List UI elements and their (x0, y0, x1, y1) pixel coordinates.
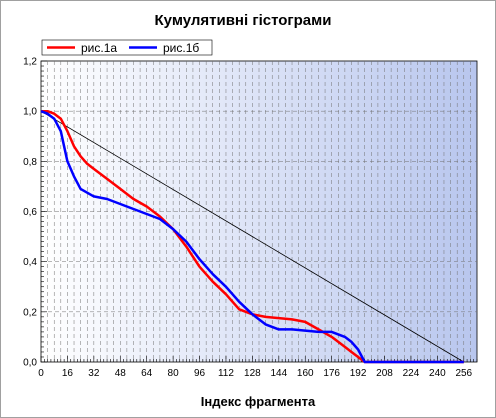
x-tick-label: 208 (376, 368, 393, 379)
x-tick-label: 48 (115, 368, 127, 379)
series-line-2 (40, 110, 464, 364)
legend-label-series-1: рис.1а (81, 41, 117, 55)
series-lines (40, 109, 465, 364)
legend: рис.1а рис.1б (41, 39, 213, 56)
x-axis-title: Індекс фрагмента (201, 394, 316, 409)
legend-box (41, 39, 213, 56)
y-tick-label: 0,4 (23, 257, 37, 268)
x-tick-label: 240 (429, 368, 446, 379)
x-tick-labels: 0 16 32 48 64 80 96 112 128 144 160 176 192 208 224 240… (38, 368, 472, 379)
x-tick-label: 160 (297, 368, 314, 379)
legend-label-series-2: рис.1б (163, 41, 199, 55)
x-tick-label: 32 (88, 368, 100, 379)
y-tick-label: 1,0 (23, 107, 37, 118)
x-tick-label: 128 (244, 368, 261, 379)
x-tick-label: 0 (38, 368, 44, 379)
y-tick-label: 0,8 (23, 157, 37, 168)
y-tick-label: 0,2 (23, 307, 37, 318)
x-tick-label: 112 (218, 368, 234, 379)
series-line-3 (40, 110, 465, 363)
y-tick-label: 0,6 (23, 207, 37, 218)
series-line-1 (41, 109, 464, 364)
y-tick-label: 1,2 (23, 57, 37, 68)
x-tick-label: 256 (455, 368, 472, 379)
y-tick-label: 0,0 (23, 358, 37, 369)
x-tick-label: 192 (350, 368, 367, 379)
x-tick-label: 96 (194, 368, 206, 379)
x-tick-label: 16 (62, 368, 74, 379)
chart-title: Кумулятивні гістограми (155, 12, 332, 29)
x-tick-label: 224 (403, 368, 420, 379)
x-tick-label: 144 (270, 368, 287, 379)
y-tick-labels: 0,0 0,2 0,4 0,6 0,8 1,0 1,2 (23, 57, 37, 369)
x-tick-label: 64 (141, 368, 153, 379)
x-tick-label: 176 (323, 368, 340, 379)
grid-lines (41, 61, 477, 362)
x-tick-label: 80 (168, 368, 180, 379)
